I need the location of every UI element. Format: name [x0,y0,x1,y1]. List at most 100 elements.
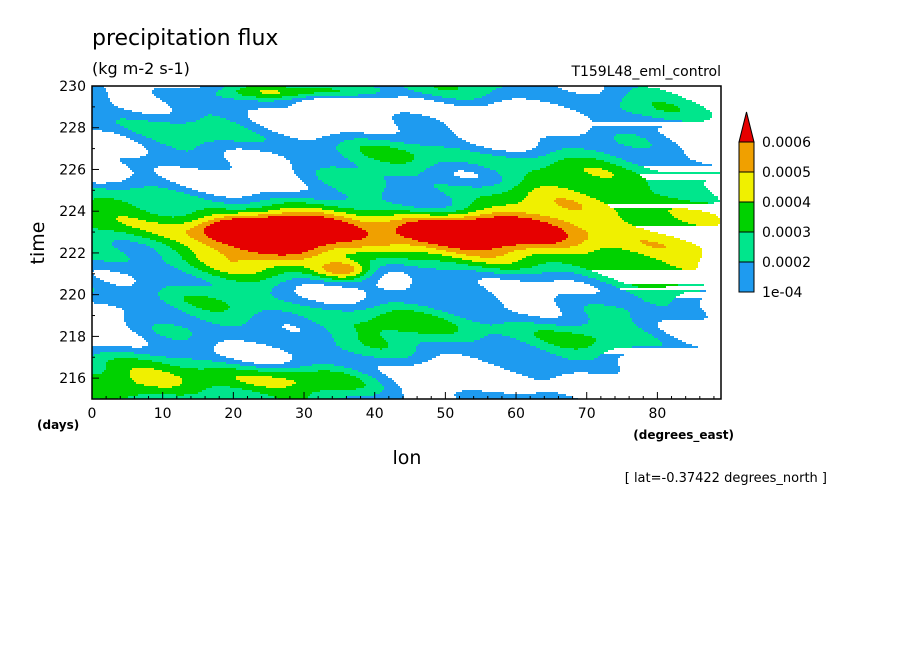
contour-cell [600,290,626,292]
contour-cell [370,262,456,264]
contour-cell [200,118,226,120]
contour-cell [550,352,604,354]
colorbar-swatch [738,171,755,203]
contour-cell [492,194,528,196]
contour-cell [240,88,332,90]
contour-cell [136,332,156,334]
contour-cell [356,328,458,330]
contour-cell [660,194,714,196]
contour-cell [566,232,588,234]
contour-cell [324,280,362,282]
contour-cell [378,268,436,270]
contour-cell [626,160,696,162]
contour-cell [298,94,358,96]
contour-cell [380,90,414,92]
contour-cell [618,212,670,214]
contour-cell [438,188,512,190]
contour-cell [192,212,238,214]
contour-cell [390,140,466,142]
contour-cell [434,100,502,102]
contour-cell [124,252,158,254]
contour-cell [160,98,234,100]
contour-cell [194,252,220,254]
contour-cell [506,156,538,158]
contour-cell [312,256,346,258]
contour-cell [128,166,158,168]
contour-cell [324,326,354,328]
contour-cell [170,238,194,240]
contour-cell [454,104,488,106]
contour-cell [136,206,262,208]
contour-cell [366,236,404,238]
contour-cell [336,148,360,150]
contour-cell [354,326,458,328]
contour-cell [456,262,486,264]
contour-cell [370,264,386,266]
contour-cell [340,132,364,134]
contour-cell [382,348,416,350]
contour-cell [248,128,268,130]
contour-cell [384,338,480,340]
contour-cell [528,194,586,196]
contour-cell [258,370,318,372]
contour-cell [272,288,296,290]
contour-cell [402,218,476,220]
contour-cell [696,224,718,226]
contour-cell [268,394,310,396]
contour-cell [362,268,370,270]
contour-cell [520,182,648,184]
contour-cell [92,298,160,300]
contour-cell [92,98,110,100]
contour-cell [246,86,286,88]
contour-cell [624,220,682,222]
contour-cell [130,372,170,374]
contour-cell [174,266,194,268]
contour-cell [304,316,376,318]
contour-cell [198,224,210,226]
contour-cell [596,198,678,200]
contour-cell [588,232,658,234]
y-tick-label: 218 [59,329,86,345]
contour-cell [260,150,338,152]
contour-cell [156,140,214,142]
contour-cell [568,234,588,236]
contour-cell [404,236,568,238]
contour-cell [158,214,186,216]
contour-cell [92,352,100,354]
contour-cell [148,120,196,122]
contour-cell [386,184,434,186]
contour-cell [182,270,202,272]
contour-cell [100,352,134,354]
contour-cell [182,326,282,328]
contour-cell [462,258,522,260]
contour-cell [112,244,146,246]
contour-cell [468,212,492,214]
contour-cell [632,162,702,164]
contour-cell [630,312,706,314]
contour-cell [436,248,460,250]
contour-cell [94,290,160,292]
contour-cell [158,222,184,224]
contour-cell [382,192,444,194]
contour-cell [94,198,114,200]
contour-cell [358,370,380,372]
contour-cell [152,92,216,94]
contour-cell [480,152,550,154]
contour-cell [172,386,212,388]
contour-cell [146,154,224,156]
contour-cell [540,138,614,140]
contour-cell [284,272,302,274]
contour-cell [424,312,448,314]
contour-cell [458,330,538,332]
contour-cell [138,334,160,336]
contour-cell [424,98,456,100]
contour-cell [266,138,298,140]
contour-cell [540,168,584,170]
contour-cell [662,342,686,344]
contour-cell [512,188,534,190]
contour-cell [346,198,382,200]
contour-cell [480,196,526,198]
contour-cell [534,334,584,336]
contour-cell [642,298,674,300]
contour-cell [568,208,582,210]
